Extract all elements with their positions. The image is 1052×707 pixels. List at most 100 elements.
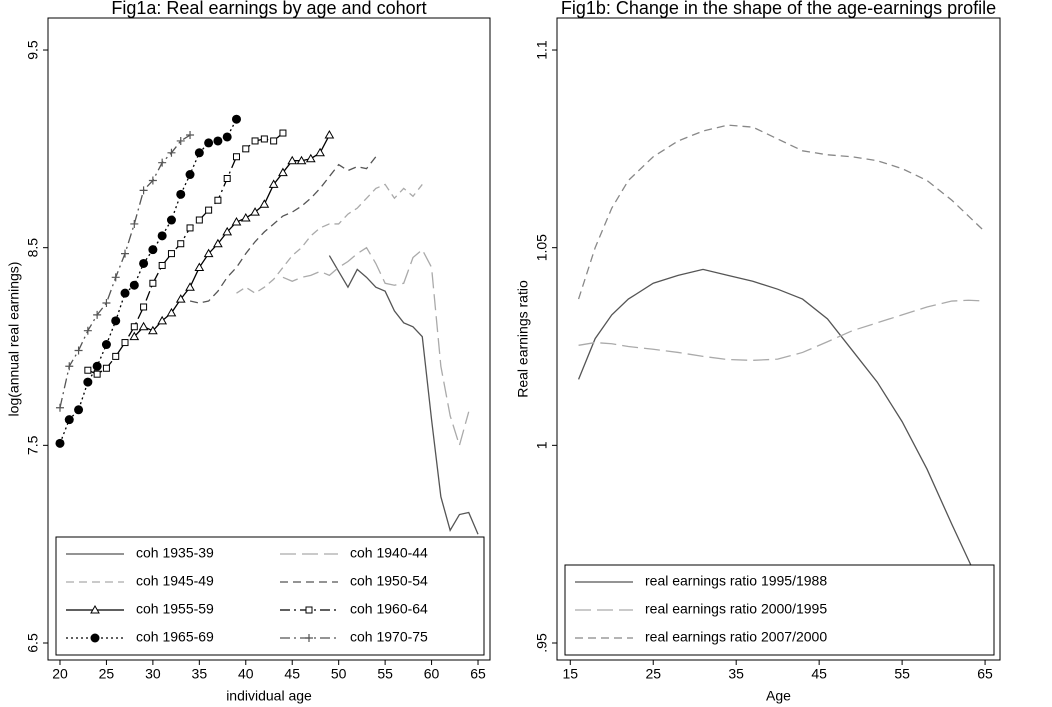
- marker: [214, 196, 222, 204]
- x-tick-label: 65: [977, 666, 993, 682]
- x-tick-label: 55: [894, 666, 910, 682]
- x-tick-label: 35: [192, 666, 208, 682]
- chart-title: Fig1b: Change in the shape of the age-ea…: [561, 0, 996, 18]
- marker: [175, 294, 186, 303]
- y-axis-title: Real earnings ratio: [515, 280, 531, 398]
- marker: [259, 199, 270, 208]
- marker: [194, 148, 204, 158]
- marker: [176, 189, 186, 199]
- marker: [148, 325, 158, 335]
- marker: [74, 405, 84, 415]
- legend-marker: [305, 606, 313, 614]
- marker: [204, 138, 214, 148]
- marker: [195, 216, 203, 224]
- series-line: [133, 134, 330, 338]
- series-line: [578, 299, 986, 361]
- legend-label: real earnings ratio 2007/2000: [645, 629, 827, 645]
- legend-box: [564, 564, 995, 656]
- marker: [222, 226, 233, 236]
- marker: [101, 340, 111, 350]
- x-tick-label: 45: [811, 666, 827, 682]
- legend-label: coh 1960-64: [350, 601, 428, 617]
- legend-label: coh 1950-54: [350, 573, 428, 589]
- marker: [121, 249, 130, 258]
- y-tick-label: 8.5: [25, 238, 41, 258]
- marker: [93, 370, 101, 378]
- y-axis-title: log(annual real earnings): [6, 262, 22, 417]
- marker: [74, 346, 83, 355]
- marker: [205, 206, 213, 214]
- x-tick-label: 60: [424, 666, 440, 682]
- x-tick-label: 55: [377, 666, 393, 682]
- marker: [250, 207, 260, 216]
- plot-frame: [556, 17, 1001, 661]
- x-tick-label: 15: [562, 666, 578, 682]
- series-line: [87, 132, 284, 375]
- marker: [139, 186, 148, 195]
- marker: [287, 155, 298, 165]
- marker: [149, 279, 157, 287]
- marker: [55, 438, 65, 448]
- series-line: [282, 246, 470, 448]
- marker: [240, 213, 251, 222]
- x-tick-label: 35: [728, 666, 744, 682]
- series-line: [59, 118, 238, 444]
- marker: [296, 155, 307, 165]
- marker: [102, 299, 111, 308]
- marker: [158, 261, 166, 269]
- marker: [305, 153, 316, 163]
- marker: [223, 175, 231, 182]
- y-tick-label: .95: [534, 633, 550, 653]
- y-tick-label: 1.05: [534, 234, 550, 261]
- marker: [102, 364, 110, 372]
- x-tick-label: 25: [645, 666, 661, 682]
- marker: [55, 403, 64, 412]
- marker: [177, 240, 185, 248]
- marker: [242, 145, 250, 153]
- marker: [65, 362, 74, 371]
- marker: [231, 216, 242, 226]
- marker: [83, 326, 92, 335]
- marker: [186, 131, 195, 140]
- marker: [167, 250, 175, 258]
- legend-marker: [90, 604, 100, 614]
- marker: [112, 352, 120, 360]
- legend-label: coh 1955-59: [136, 601, 214, 617]
- series-line: [328, 255, 479, 535]
- marker: [260, 135, 268, 143]
- marker: [166, 215, 176, 225]
- x-tick-label: 40: [238, 666, 254, 682]
- marker: [158, 158, 167, 167]
- y-tick-label: 6.5: [25, 633, 41, 653]
- legend-marker: [90, 633, 100, 643]
- legend-box: [55, 536, 485, 656]
- marker: [157, 315, 168, 325]
- marker: [203, 248, 214, 258]
- marker: [222, 132, 232, 142]
- marker: [83, 377, 93, 387]
- x-tick-label: 25: [99, 666, 115, 682]
- legend-label: coh 1935-39: [136, 545, 214, 561]
- marker: [129, 331, 140, 341]
- x-tick-label: 20: [52, 666, 68, 682]
- marker: [120, 288, 130, 298]
- y-tick-label: 7.5: [25, 435, 41, 455]
- marker: [268, 179, 279, 188]
- marker: [64, 415, 74, 425]
- marker: [213, 238, 223, 248]
- marker: [278, 167, 288, 177]
- marker: [138, 321, 149, 331]
- marker: [166, 307, 177, 317]
- plot-frame: [47, 17, 491, 661]
- marker: [185, 282, 195, 291]
- marker: [111, 316, 121, 326]
- marker: [324, 130, 335, 139]
- marker: [194, 262, 205, 271]
- marker: [213, 136, 223, 146]
- marker: [232, 153, 240, 161]
- y-tick-label: 9.5: [25, 40, 41, 60]
- marker: [148, 245, 158, 255]
- marker: [231, 114, 241, 124]
- x-axis-title: individual age: [226, 688, 312, 704]
